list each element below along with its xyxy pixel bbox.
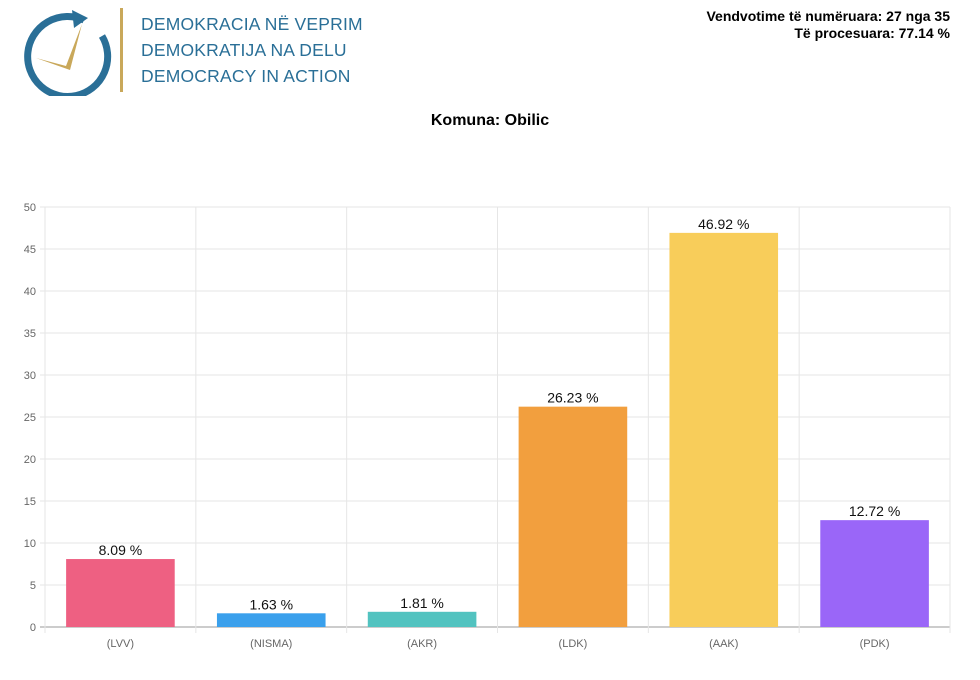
logo-text-en: DEMOCRACY IN ACTION	[141, 66, 351, 86]
bar-nisma	[216, 613, 326, 627]
logo-text-sr: DEMOKRATIJA NA DELU	[141, 40, 347, 60]
x-tick-label: (LVV)	[107, 638, 134, 650]
x-tick-label: (NISMA)	[250, 638, 292, 650]
data-label: 46.92 %	[698, 216, 749, 232]
data-label: 8.09 %	[99, 542, 143, 558]
y-tick-label: 25	[24, 412, 36, 424]
data-label: 12.72 %	[849, 503, 900, 519]
stations-counted: Vendvotime të numëruara: 27 nga 35	[706, 8, 950, 24]
y-tick-label: 40	[24, 286, 36, 298]
y-tick-label: 30	[24, 370, 36, 382]
y-tick-label: 35	[24, 328, 36, 340]
data-label: 1.81 %	[400, 595, 444, 611]
y-tick-label: 0	[30, 622, 36, 634]
logo-text-sq: DEMOKRACIA NË VEPRIM	[141, 14, 363, 34]
logo-arrowhead	[72, 10, 88, 28]
bar-akr	[367, 611, 477, 627]
x-tick-label: (AKR)	[407, 638, 437, 650]
y-tick-label: 5	[30, 580, 36, 592]
logo	[24, 8, 123, 96]
logo-checkmark	[36, 24, 82, 70]
x-tick-label: (LDK)	[559, 638, 588, 650]
processed-percent: Të procesuara: 77.14 %	[794, 25, 950, 41]
bar-ldk	[518, 406, 628, 627]
bar-lvv	[66, 559, 175, 627]
y-tick-label: 15	[24, 496, 36, 508]
bar-pdk	[820, 520, 929, 627]
logo-divider	[120, 8, 123, 92]
logo-circle-arrow	[24, 13, 112, 96]
bar-aak	[669, 232, 779, 627]
y-tick-label: 10	[24, 538, 36, 550]
y-tick-label: 50	[24, 202, 36, 214]
y-tick-label: 45	[24, 244, 36, 256]
x-tick-label: (PDK)	[860, 638, 890, 650]
chart-title: Komuna: Obilic	[430, 112, 550, 129]
data-label: 26.23 %	[547, 390, 598, 406]
status-panel: Vendvotime të numëruara: 27 nga 35 Të pr…	[706, 8, 950, 42]
y-tick-label: 20	[24, 454, 36, 466]
x-tick-label: (AAK)	[709, 638, 738, 650]
data-label: 1.63 %	[249, 596, 293, 612]
